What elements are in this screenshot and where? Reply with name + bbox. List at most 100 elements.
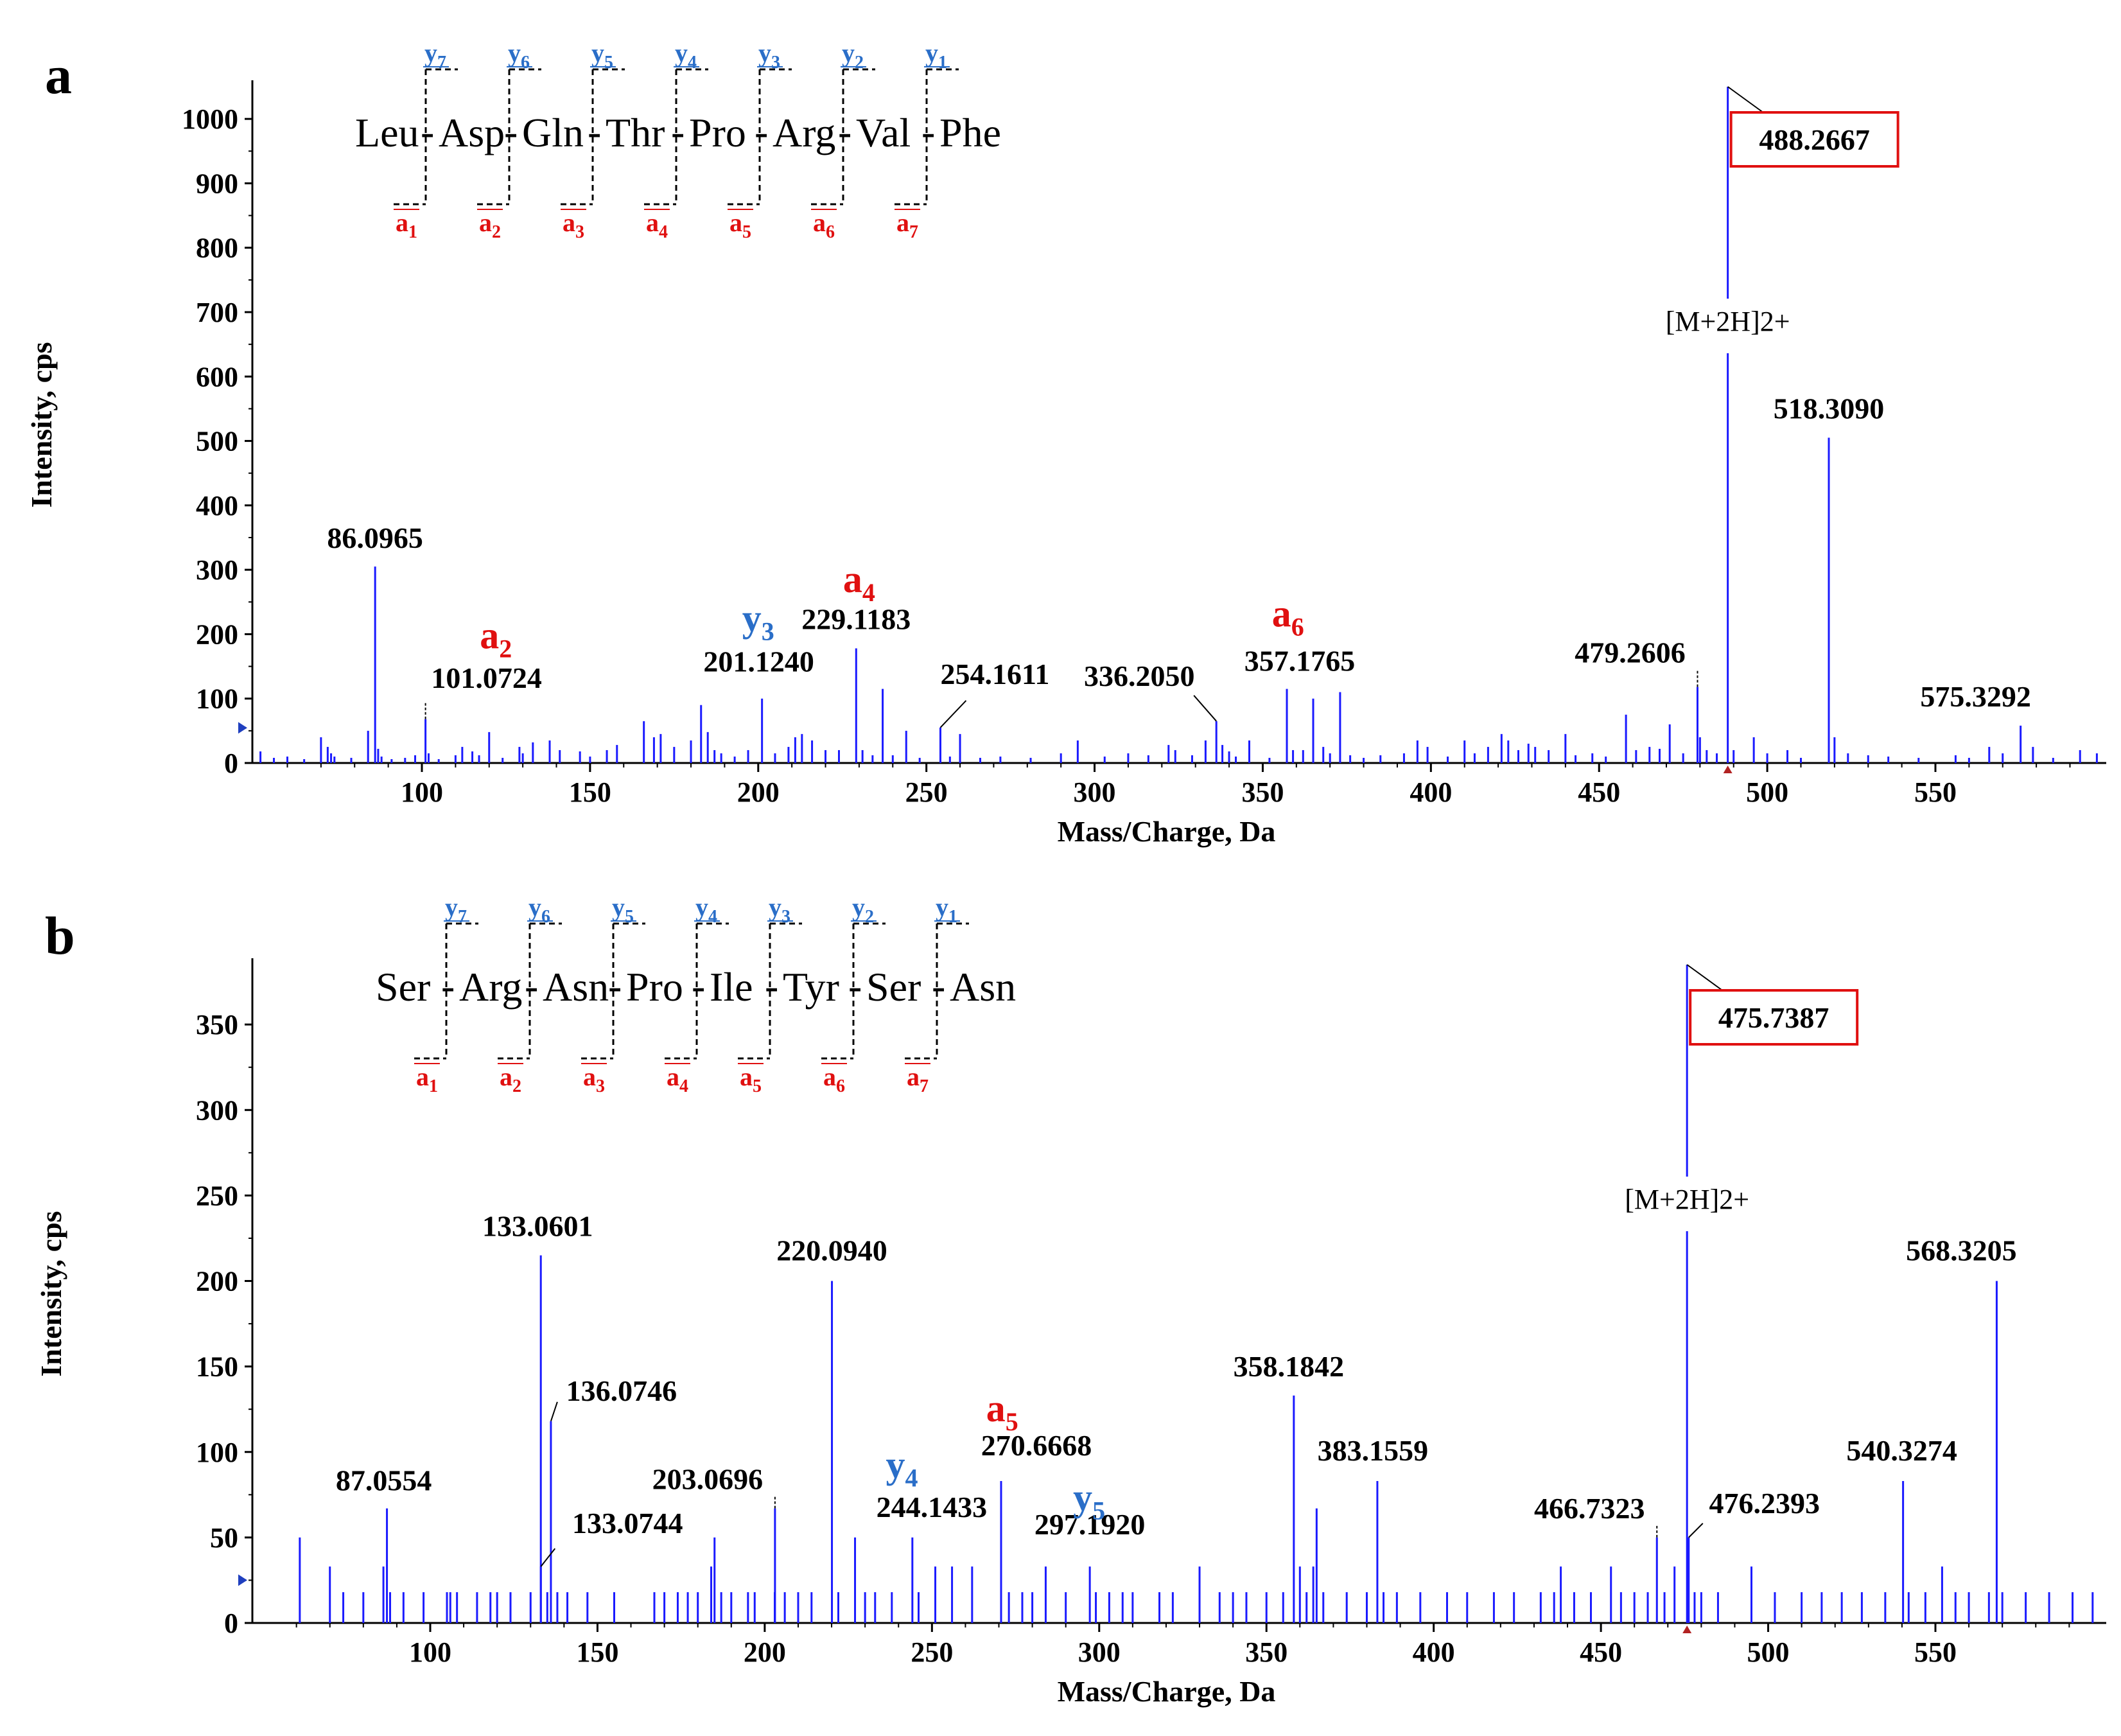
y-ion-letter: y [758, 39, 771, 67]
ion-annotation-sub: 5 [1092, 1496, 1105, 1525]
sequence-residue: Ile [710, 964, 753, 1010]
peak-label: 297.1920 [1034, 1508, 1146, 1541]
y-tick-label: 600 [196, 361, 238, 392]
precursor-ion-label: [M+2H]2+ [1625, 1184, 1749, 1215]
y-tick-label: 200 [196, 1266, 238, 1297]
y-ion-sub: 6 [541, 907, 550, 927]
sequence-residue: Val [856, 110, 911, 155]
y-ion-sub: 1 [948, 907, 957, 927]
a-ion-sub: 2 [512, 1076, 521, 1096]
a-ion-label: a4 [667, 1062, 688, 1096]
sequence-bond: - [765, 963, 778, 1008]
peak-label: 336.2050 [1084, 660, 1195, 692]
x-tick-label: 550 [1914, 1636, 1957, 1668]
peak-label: 357.1765 [1244, 645, 1356, 678]
panel-letter: a [45, 46, 72, 105]
x-tick-label: 450 [1578, 776, 1620, 808]
x-tick-label: 300 [1074, 776, 1116, 808]
sequence-bond: - [838, 109, 851, 154]
a-ion-sub: 2 [492, 222, 501, 242]
y-tick-label: 150 [196, 1351, 238, 1383]
y-ion-sub: 7 [437, 53, 446, 73]
a-ion-sub: 1 [429, 1076, 438, 1096]
peak-label: 101.0724 [431, 662, 542, 694]
y-tick-label: 100 [196, 683, 238, 715]
sequence-residue: Gln [522, 110, 584, 155]
x-tick-label: 150 [576, 1636, 618, 1668]
peak-label: 136.0746 [566, 1374, 677, 1407]
x-tick-label: 550 [1914, 776, 1957, 808]
sequence-residue: Asp [439, 110, 505, 155]
sequence-residue: Arg [772, 110, 835, 155]
ion-annotation-sub: 4 [862, 578, 875, 607]
y-ion-sub: 3 [781, 907, 790, 927]
x-tick-label: 200 [744, 1636, 786, 1668]
a-ion-label: a4 [646, 208, 668, 242]
a-ion-letter: a [729, 208, 742, 237]
a-ion-sub: 6 [836, 1076, 845, 1096]
a-ion-label: a6 [813, 208, 835, 242]
x-tick-label: 400 [1410, 776, 1452, 808]
y-ion-sub: 2 [865, 907, 874, 927]
ion-annotation-letter: a [843, 558, 862, 601]
ion-annotation: a2 [480, 614, 512, 663]
sequence-bond: - [921, 109, 935, 154]
y-ion-letter: y [528, 893, 541, 922]
peak-label: 87.0554 [336, 1464, 432, 1497]
y-ion-letter: y [612, 893, 625, 922]
precursor-leader-line [1727, 86, 1764, 113]
peak-label: 540.3274 [1846, 1434, 1957, 1467]
a-ion-label: a5 [729, 208, 751, 242]
a-ion-sub: 6 [826, 222, 835, 242]
a-ion-label: a1 [396, 208, 417, 242]
y-ion-label: y3 [758, 39, 780, 73]
peptide-sequence: Leu - Asp- Gln - Thr - Pro - Arg - Val - Phey7a1y6a2y… [355, 39, 1001, 242]
label-leader-line [540, 1548, 556, 1567]
a-ion-label: a1 [416, 1062, 438, 1096]
sequence-residue: Ser [376, 964, 430, 1010]
ion-annotation: y5 [1073, 1476, 1105, 1525]
y-ion-sub: 6 [521, 53, 530, 73]
precursor-mz-label: 488.2667 [1759, 123, 1870, 156]
sequence-bond: - [525, 963, 538, 1008]
peak-label: 203.0696 [652, 1463, 764, 1496]
a-ion-label: a3 [583, 1062, 605, 1096]
sequence-residue: Arg [459, 964, 522, 1010]
a-ion-letter: a [667, 1062, 679, 1091]
sequence-residue: Thr [606, 110, 665, 155]
sequence-residue: Pro [626, 964, 683, 1010]
peak-label: 244.1433 [877, 1491, 988, 1523]
y-ion-letter: y [695, 893, 708, 922]
sequence-residue: Ser [866, 964, 921, 1010]
y-ion-letter: y [508, 39, 521, 67]
x-tick-label: 100 [401, 776, 443, 808]
x-tick-label: 300 [1078, 1636, 1121, 1668]
a-ion-letter: a [396, 208, 408, 237]
y-ion-label: y7 [445, 893, 467, 927]
y-tick-label: 800 [196, 232, 238, 264]
x-tick-label: 350 [1241, 776, 1284, 808]
a-ion-label: a3 [563, 208, 584, 242]
peak-label: 383.1559 [1318, 1434, 1429, 1467]
ion-annotation: y3 [742, 597, 774, 645]
y-ion-label: y3 [769, 893, 790, 927]
a-ion-letter: a [479, 208, 492, 237]
sequence-bond: - [441, 963, 455, 1008]
peak-label: 518.3090 [1774, 392, 1885, 425]
y-ion-letter: y [424, 39, 437, 67]
peak-label: 358.1842 [1234, 1350, 1345, 1383]
a-ion-label: a5 [740, 1062, 762, 1096]
peak-label: 270.6668 [981, 1429, 1092, 1462]
a-ion-label: a7 [907, 1062, 929, 1096]
a-ion-sub: 1 [408, 222, 417, 242]
x-tick-label: 500 [1746, 776, 1788, 808]
precursor-leader-line [1686, 964, 1723, 991]
x-tick-label: 250 [911, 1636, 953, 1668]
sequence-bond: - [421, 109, 434, 154]
ion-annotation-letter: a [1272, 592, 1291, 635]
y-ion-label: y5 [612, 893, 634, 927]
a-ion-letter: a [813, 208, 826, 237]
a-ion-label: a2 [500, 1062, 521, 1096]
ion-annotation-sub: 4 [905, 1464, 918, 1493]
